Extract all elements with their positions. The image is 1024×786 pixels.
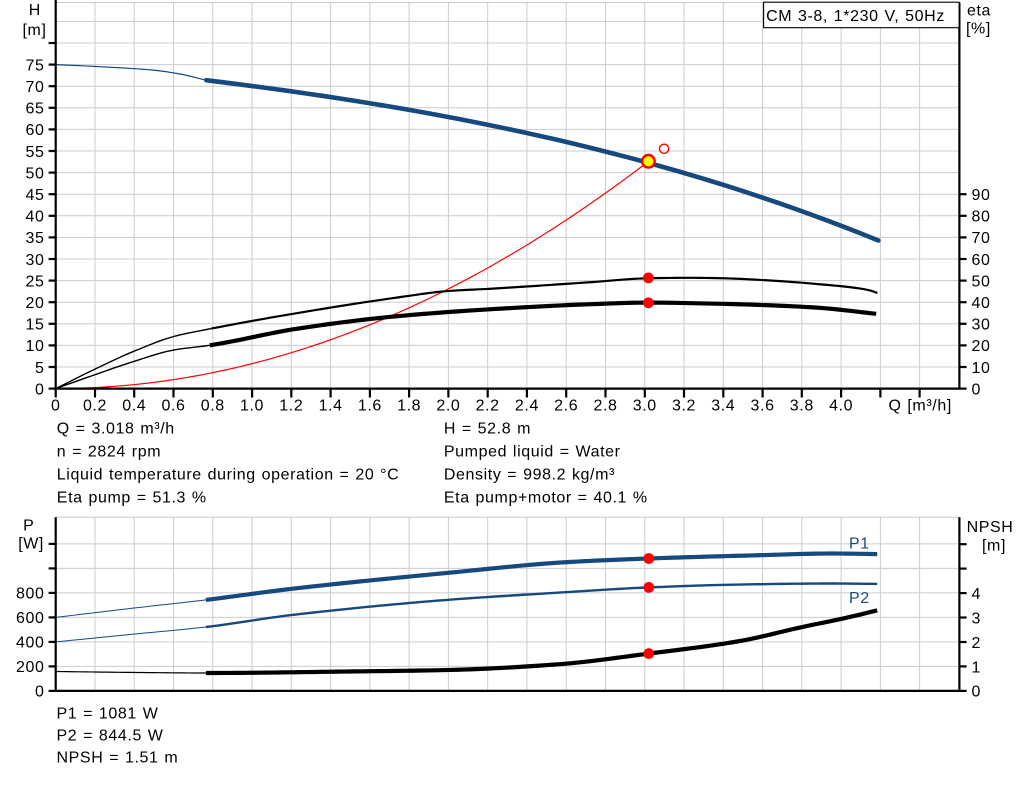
svg-text:5: 5 <box>35 360 45 377</box>
svg-text:P2 = 844.5 W: P2 = 844.5 W <box>57 727 164 744</box>
svg-text:4.0: 4.0 <box>829 397 853 414</box>
svg-text:20: 20 <box>972 338 991 355</box>
svg-text:55: 55 <box>26 144 45 161</box>
svg-text:n = 2824 rpm: n = 2824 rpm <box>57 444 161 461</box>
svg-text:70: 70 <box>972 230 991 247</box>
svg-text:Eta pump = 51.3 %: Eta pump = 51.3 % <box>57 490 207 507</box>
svg-text:25: 25 <box>26 273 45 290</box>
svg-text:1: 1 <box>972 659 982 676</box>
svg-text:40: 40 <box>26 209 45 226</box>
svg-text:35: 35 <box>26 230 45 247</box>
svg-text:4: 4 <box>972 586 982 603</box>
svg-text:CM 3-8, 1*230 V, 50Hz: CM 3-8, 1*230 V, 50Hz <box>766 8 945 25</box>
svg-text:3.4: 3.4 <box>711 397 735 414</box>
svg-text:eta: eta <box>967 3 991 20</box>
svg-text:Liquid temperature during oper: Liquid temperature during operation = 20… <box>57 467 400 484</box>
svg-text:0.2: 0.2 <box>83 397 107 414</box>
svg-text:60: 60 <box>26 122 45 139</box>
svg-text:80: 80 <box>972 209 991 226</box>
svg-text:30: 30 <box>972 317 991 334</box>
svg-text:1.8: 1.8 <box>397 397 421 414</box>
svg-text:0: 0 <box>51 397 61 414</box>
svg-text:0: 0 <box>35 684 45 701</box>
svg-text:10: 10 <box>972 360 991 377</box>
svg-text:65: 65 <box>26 101 45 118</box>
svg-text:1.0: 1.0 <box>240 397 264 414</box>
svg-text:50: 50 <box>26 165 45 182</box>
svg-text:Q = 3.018 m³/h: Q = 3.018 m³/h <box>57 421 175 438</box>
svg-text:0.6: 0.6 <box>161 397 185 414</box>
svg-text:70: 70 <box>26 79 45 96</box>
svg-text:3.8: 3.8 <box>790 397 814 414</box>
svg-text:3.2: 3.2 <box>672 397 696 414</box>
svg-text:[m]: [m] <box>982 538 1006 555</box>
svg-text:[%]: [%] <box>966 20 991 37</box>
svg-text:NPSH: NPSH <box>967 519 1014 536</box>
svg-text:90: 90 <box>972 187 991 204</box>
svg-text:1.2: 1.2 <box>279 397 303 414</box>
svg-text:10: 10 <box>26 338 45 355</box>
svg-text:1.6: 1.6 <box>358 397 382 414</box>
svg-text:2.4: 2.4 <box>515 397 539 414</box>
svg-text:P1 = 1081 W: P1 = 1081 W <box>57 705 159 722</box>
svg-text:P: P <box>23 518 34 535</box>
svg-text:2.8: 2.8 <box>593 397 617 414</box>
svg-text:0.4: 0.4 <box>122 397 146 414</box>
svg-text:15: 15 <box>26 317 45 334</box>
svg-text:20: 20 <box>26 295 45 312</box>
svg-text:2.6: 2.6 <box>554 397 578 414</box>
svg-text:2: 2 <box>972 635 982 652</box>
svg-text:400: 400 <box>16 635 45 652</box>
svg-text:Density = 998.2 kg/m³: Density = 998.2 kg/m³ <box>444 467 615 484</box>
svg-text:2.2: 2.2 <box>476 397 500 414</box>
svg-text:0: 0 <box>35 381 45 398</box>
svg-text:Q [m³/h]: Q [m³/h] <box>889 397 952 414</box>
svg-text:600: 600 <box>16 610 45 627</box>
svg-text:2.0: 2.0 <box>436 397 460 414</box>
svg-text:P1: P1 <box>849 536 870 553</box>
svg-text:H = 52.8 m: H = 52.8 m <box>444 421 531 438</box>
svg-text:200: 200 <box>16 659 45 676</box>
svg-text:40: 40 <box>972 295 991 312</box>
svg-text:60: 60 <box>972 252 991 269</box>
svg-text:1.4: 1.4 <box>319 397 343 414</box>
svg-text:3.6: 3.6 <box>751 397 775 414</box>
svg-text:[W]: [W] <box>18 536 44 553</box>
svg-text:0.8: 0.8 <box>201 397 225 414</box>
svg-text:30: 30 <box>26 252 45 269</box>
svg-text:[m]: [m] <box>23 22 47 39</box>
svg-text:50: 50 <box>972 273 991 290</box>
svg-text:Pumped liquid = Water: Pumped liquid = Water <box>444 444 621 461</box>
svg-text:H: H <box>29 2 41 19</box>
svg-text:75: 75 <box>26 57 45 74</box>
svg-text:3: 3 <box>972 610 982 627</box>
svg-text:800: 800 <box>16 586 45 603</box>
svg-text:P2: P2 <box>849 590 870 607</box>
svg-text:NPSH = 1.51 m: NPSH = 1.51 m <box>57 749 179 766</box>
svg-text:0: 0 <box>972 381 982 398</box>
svg-text:3.0: 3.0 <box>633 397 657 414</box>
svg-text:0: 0 <box>972 684 982 701</box>
svg-text:Eta pump+motor = 40.1 %: Eta pump+motor = 40.1 % <box>444 490 648 507</box>
svg-text:45: 45 <box>26 187 45 204</box>
